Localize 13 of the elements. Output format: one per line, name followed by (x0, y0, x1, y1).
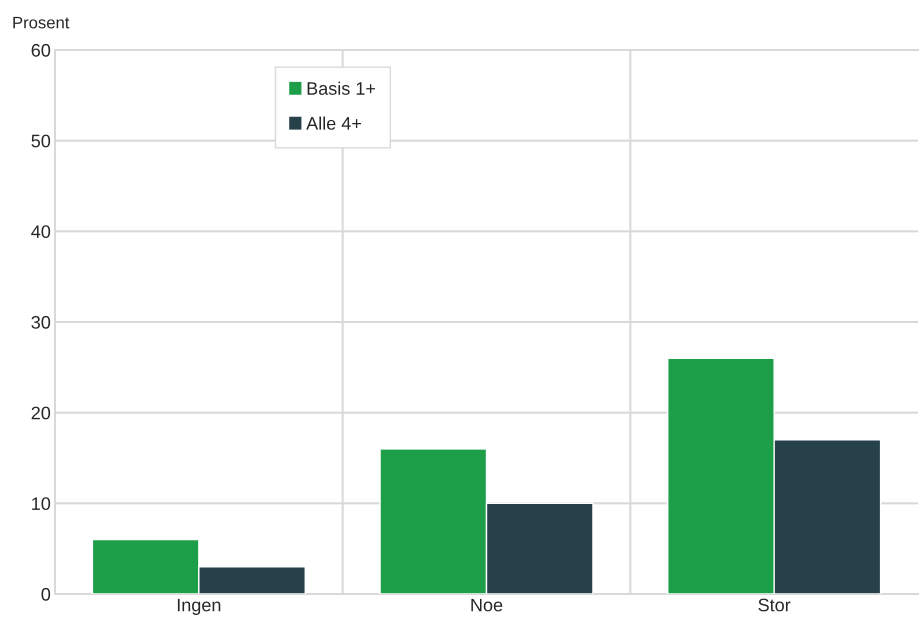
legend-label: Basis 1+ (308, 82, 376, 95)
x-tick-label: Stor (758, 598, 790, 612)
legend-label: Alle 4+ (306, 116, 361, 130)
y-tick-label: 10 (32, 497, 50, 510)
x-tick-label: Noe (471, 598, 502, 612)
y-tick-label: 60 (32, 44, 50, 57)
y-tick-label: 50 (31, 134, 50, 148)
y-tick-label: 0 (42, 588, 50, 601)
y-tick-label: 40 (31, 225, 50, 238)
y-tick-label: 30 (31, 316, 50, 329)
y-tick-label: 20 (32, 406, 50, 420)
x-tick-label: Ingen (178, 598, 220, 615)
y-axis-title: Prosent (13, 16, 70, 28)
